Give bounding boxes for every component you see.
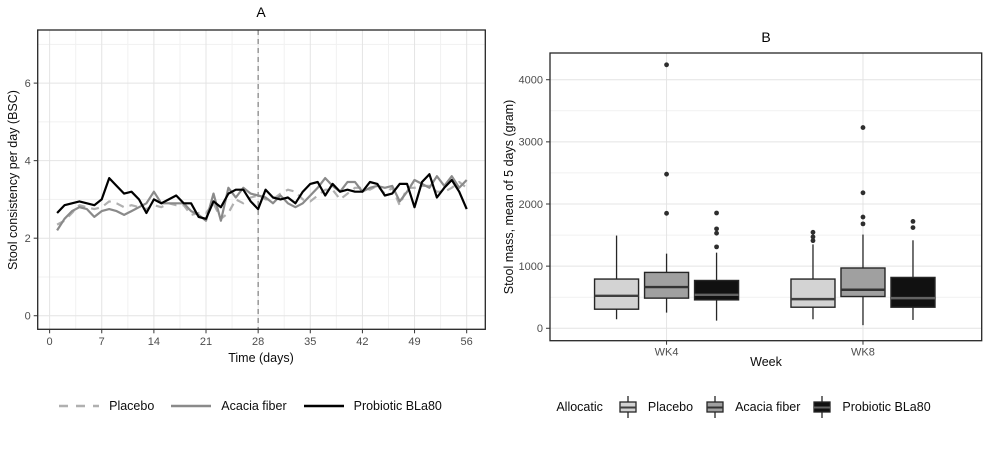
outlier-point-placebo-wk8 — [810, 229, 816, 235]
outlier-point-probiotic-bla80-wk8 — [910, 218, 916, 224]
outlier-point-probiotic-bla80-wk4 — [714, 230, 719, 236]
panel-border — [549, 52, 983, 342]
legend-item-probiotic: Probiotic BLa80 — [303, 399, 442, 413]
tick-label: 1000 — [519, 261, 543, 273]
tick-label: 3000 — [519, 137, 543, 149]
tick-label: 2 — [25, 233, 31, 245]
box-probiotic-bla80-wk8 — [890, 276, 936, 308]
box-placebo-wk8 — [790, 278, 836, 308]
box-acacia-fiber-wk4 — [643, 271, 690, 299]
legend-item-probiotic-box: Probiotic BLa80 — [811, 395, 931, 419]
acacia-boxplot-key-icon — [706, 396, 724, 418]
tick-label: 21 — [200, 336, 212, 348]
outlier-point-acacia-fiber-wk8 — [860, 125, 866, 130]
outlier-point-placebo-wk8 — [810, 238, 816, 244]
acacia-fiber-line-key-icon — [171, 404, 212, 408]
legend-item-placebo-box: Placebo — [617, 395, 693, 419]
legend-item-acacia-box: Acacia fiber — [704, 395, 800, 419]
legend-label-probiotic-box: Probiotic BLa80 — [842, 400, 931, 414]
probiotic-boxplot-key-icon — [813, 396, 832, 418]
panel-b-y-axis-label: Stool mass, mean of 5 days (gram) — [502, 99, 516, 295]
placebo-boxplot-key-icon — [619, 396, 637, 418]
panel-b-x-axis-label: Week — [750, 355, 782, 369]
outlier-point-acacia-fiber-wk4 — [664, 171, 669, 177]
outlier-point-acacia-fiber-wk8 — [860, 190, 866, 196]
box-placebo-wk4 — [593, 278, 640, 310]
tick-label: 42 — [356, 336, 368, 348]
outlier-point-acacia-fiber-wk8 — [860, 214, 866, 220]
tick-label: WK8 — [851, 347, 875, 359]
outlier-point-acacia-fiber-wk4 — [664, 210, 669, 216]
tick-label: 14 — [148, 336, 160, 348]
legend-label-probiotic: Probiotic BLa80 — [353, 399, 442, 413]
panel-a-y-axis-label: Stool consistency per day (BSC) — [6, 90, 20, 270]
tick-label: 35 — [304, 336, 316, 348]
legend-label-placebo: Placebo — [109, 399, 155, 413]
tick-label: 49 — [408, 336, 420, 348]
tick-label: 7 — [99, 336, 105, 348]
tick-label: 0 — [47, 336, 53, 348]
tick-label: 0 — [537, 323, 543, 335]
tick-label: 6 — [25, 78, 31, 90]
panel-a-x-axis-label: Time (days) — [228, 351, 294, 365]
series-line-probiotic-bla80 — [56, 173, 468, 220]
box-probiotic-bla80-wk4 — [693, 279, 740, 301]
outlier-point-probiotic-bla80-wk4 — [714, 210, 719, 216]
legend-label-placebo-box: Placebo — [647, 400, 694, 414]
tick-label: WK4 — [655, 347, 679, 359]
panel-b-legend: Allocatic Placebo Acacia fiber Probiotic… — [500, 395, 987, 419]
box-acacia-fiber-wk8 — [840, 267, 886, 298]
legend-item-acacia-fiber: Acacia fiber — [170, 399, 287, 413]
panel-b-boxplot-chart: 0 1000 2000 3000 4000 WK4 WK8 — [519, 52, 983, 359]
tick-label: 4000 — [519, 75, 543, 87]
outlier-point-acacia-fiber-wk4 — [664, 62, 669, 68]
outlier-point-probiotic-bla80-wk8 — [910, 225, 916, 231]
panel-b-title: B — [761, 29, 771, 45]
panel-a-title: A — [256, 4, 266, 20]
tick-label: 2000 — [519, 199, 543, 211]
probiotic-line-key-icon — [303, 404, 344, 408]
tick-label: 0 — [25, 311, 31, 323]
outlier-point-placebo-wk8 — [810, 234, 816, 240]
panel-b-legend-title: Allocatic — [556, 400, 603, 414]
plot-background — [37, 30, 486, 330]
panel-a-line-chart: 0 7 14 21 28 35 42 49 56 0 2 4 6 — [25, 29, 486, 348]
placebo-line-key-icon — [59, 404, 100, 408]
legend-label-acacia-box: Acacia fiber — [735, 400, 801, 414]
tick-label: 4 — [25, 155, 31, 167]
tick-label: 28 — [252, 336, 264, 348]
tick-label: 56 — [461, 336, 473, 348]
legend-label-acacia-fiber: Acacia fiber — [221, 399, 287, 413]
legend-item-placebo: Placebo — [58, 399, 154, 413]
outlier-point-acacia-fiber-wk8 — [860, 221, 866, 227]
panel-border — [37, 29, 486, 330]
outlier-point-probiotic-bla80-wk4 — [714, 244, 719, 250]
panel-a-legend: Placebo Acacia fiber Probiotic BLa80 — [0, 399, 500, 413]
outlier-point-probiotic-bla80-wk4 — [714, 226, 719, 232]
